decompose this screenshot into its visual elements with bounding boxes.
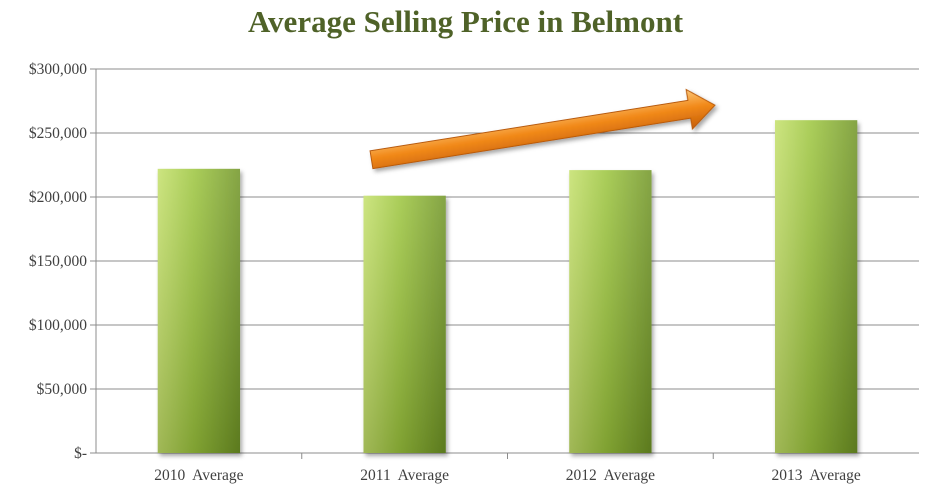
annotation: [369, 88, 716, 170]
y-tick-label: $100,000: [29, 317, 87, 334]
arrow-icon: [369, 88, 716, 170]
bar-shading: [363, 195, 446, 453]
x-tick-label: 2011 Average: [360, 467, 449, 484]
bar-shading: [157, 168, 241, 453]
trend-arrow: [369, 88, 716, 170]
bar-shading: [569, 170, 652, 453]
y-tick-label: $50,000: [37, 381, 88, 398]
y-tick-label: $250,000: [29, 125, 87, 142]
bar-shading: [774, 120, 858, 453]
x-tick-label: 2010 Average: [154, 467, 243, 484]
tick-labels: $- $50,000 $100,000 $150,000 $200,000 $250,00…: [29, 61, 861, 484]
y-tick-label: $-: [74, 445, 87, 462]
y-tick-label: $300,000: [29, 61, 87, 78]
y-tick-label: $150,000: [29, 253, 87, 270]
x-tick-label: 2012 Average: [566, 467, 655, 484]
chart-title: Average Selling Price in Belmont: [247, 4, 684, 39]
bars: [157, 120, 858, 453]
y-tick-label: $200,000: [29, 189, 87, 206]
x-tick-label: 2013 Average: [772, 467, 861, 484]
